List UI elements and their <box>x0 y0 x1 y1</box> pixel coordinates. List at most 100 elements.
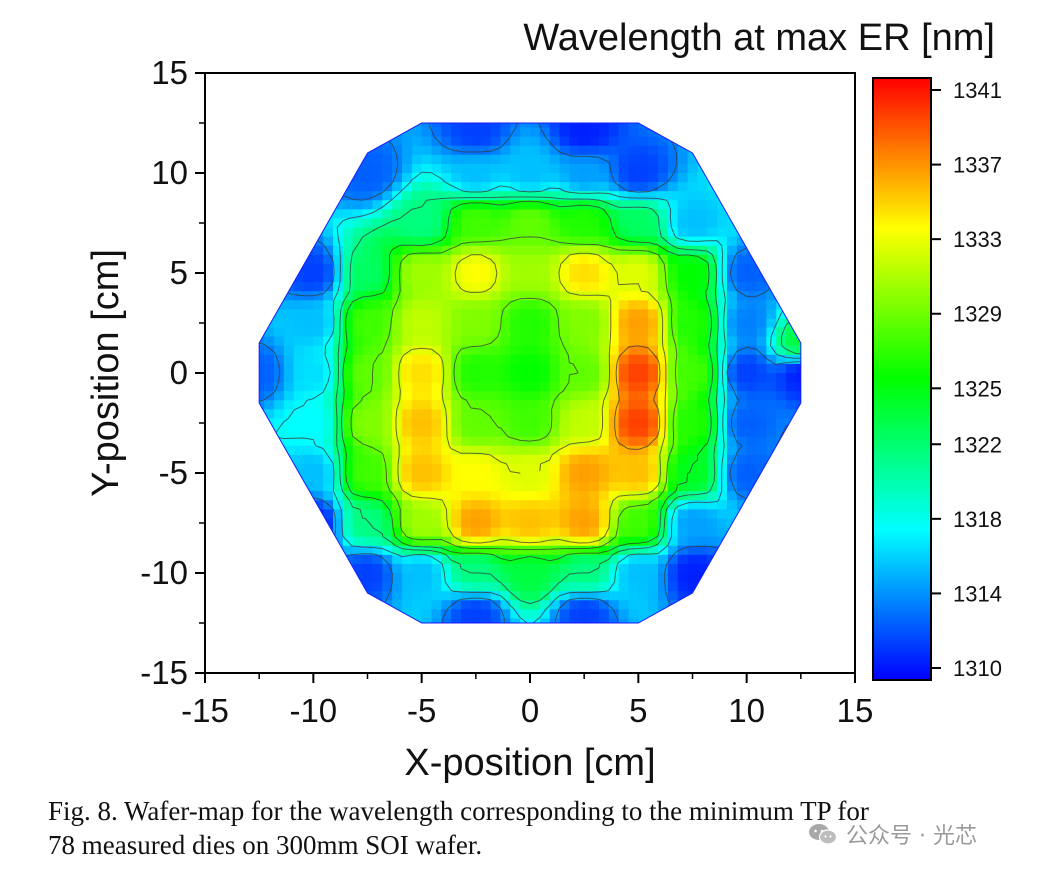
heat-cell <box>441 518 452 529</box>
heat-cell <box>638 454 649 465</box>
heat-cell <box>658 600 669 610</box>
heat-cell <box>225 373 235 383</box>
heat-cell <box>500 73 510 83</box>
heat-cell <box>333 245 344 256</box>
heat-cell <box>323 463 334 474</box>
heat-cell <box>550 628 560 638</box>
heat-cell <box>736 336 748 347</box>
heat-cell <box>382 518 393 529</box>
heat-cell <box>235 509 245 519</box>
heat-cell <box>638 491 649 501</box>
heat-cell <box>795 154 801 165</box>
heat-cell <box>205 491 215 501</box>
heat-cell <box>392 500 403 510</box>
heat-cell <box>362 173 374 183</box>
heat-cell <box>500 254 511 265</box>
heat-cell <box>323 273 334 283</box>
heat-cell <box>342 227 354 238</box>
heat-cell <box>362 123 374 129</box>
heat-cell <box>697 500 708 510</box>
heat-cell <box>362 582 374 592</box>
heat-cell <box>776 245 787 256</box>
heat-cell <box>559 318 570 329</box>
heat-cell <box>382 82 392 92</box>
heat-cell <box>470 282 482 292</box>
heat-cell <box>539 182 551 192</box>
heat-cell <box>598 409 610 420</box>
heat-cell <box>480 345 492 356</box>
heat-cell <box>510 354 521 365</box>
heat-cell <box>579 491 590 501</box>
heat-cell <box>353 100 363 110</box>
heat-cell <box>421 173 433 183</box>
heat-cell <box>678 100 688 110</box>
heat-cell <box>342 391 354 401</box>
heat-cell <box>746 545 758 556</box>
heat-cell <box>638 509 649 520</box>
heat-cell <box>342 582 354 592</box>
heat-cell <box>323 127 334 138</box>
heat-cell <box>835 637 845 647</box>
heat-cell <box>539 582 551 592</box>
heat-cell <box>658 373 669 383</box>
heat-cell <box>560 655 570 665</box>
heat-cell <box>451 200 462 210</box>
heat-cell <box>579 227 590 238</box>
heat-cell <box>559 554 570 565</box>
heat-cell <box>273 509 285 520</box>
heat-cell <box>736 418 748 429</box>
heat-cell <box>707 536 718 547</box>
heat-cell <box>500 300 511 310</box>
heat-cell <box>550 91 560 101</box>
heat-cell <box>579 336 590 347</box>
heat-cell <box>510 127 521 138</box>
heat-cell <box>313 518 324 529</box>
heat-cell <box>461 436 472 447</box>
heat-cell <box>687 427 699 438</box>
heat-cell <box>549 418 561 429</box>
heat-cell <box>726 336 738 347</box>
heat-cell <box>303 123 314 129</box>
heat-cell <box>471 91 481 101</box>
heat-cell <box>608 509 620 520</box>
heat-cell <box>461 628 471 638</box>
heat-cell <box>451 291 462 301</box>
heat-cell <box>205 473 215 483</box>
heat-cell <box>825 564 835 574</box>
heat-cell <box>362 363 374 374</box>
heat-cell <box>225 300 235 310</box>
heat-cell <box>825 246 835 256</box>
heat-cell <box>687 136 699 147</box>
heat-cell <box>579 191 590 201</box>
heat-cell <box>746 182 758 192</box>
heat-cell <box>618 254 630 265</box>
heat-cell <box>530 563 541 574</box>
heat-cell <box>539 145 551 156</box>
heat-cell <box>382 573 393 583</box>
heat-cell <box>579 545 590 556</box>
heat-cell <box>244 455 254 465</box>
heat-cell <box>786 628 796 638</box>
heat-cell <box>648 509 659 520</box>
heat-cell <box>461 563 472 574</box>
heat-cell <box>303 445 314 456</box>
heat-cell <box>382 382 393 392</box>
heat-cell <box>520 463 531 474</box>
heat-cell <box>401 545 413 556</box>
heat-cell <box>431 327 442 338</box>
heat-cell <box>510 445 521 456</box>
heat-cell <box>766 436 777 447</box>
heat-cell <box>244 73 254 83</box>
heat-cell <box>835 91 845 101</box>
heat-cell <box>648 218 659 229</box>
heat-cell <box>598 127 610 138</box>
heat-cell <box>530 400 541 410</box>
heat-cell <box>352 391 364 401</box>
heat-cell <box>539 427 551 438</box>
heat-cell <box>362 527 374 538</box>
heat-cell <box>205 273 215 283</box>
heat-cell <box>500 127 511 138</box>
heat-cell <box>235 382 245 392</box>
heat-cell <box>510 400 521 410</box>
heat-cell <box>293 245 305 256</box>
